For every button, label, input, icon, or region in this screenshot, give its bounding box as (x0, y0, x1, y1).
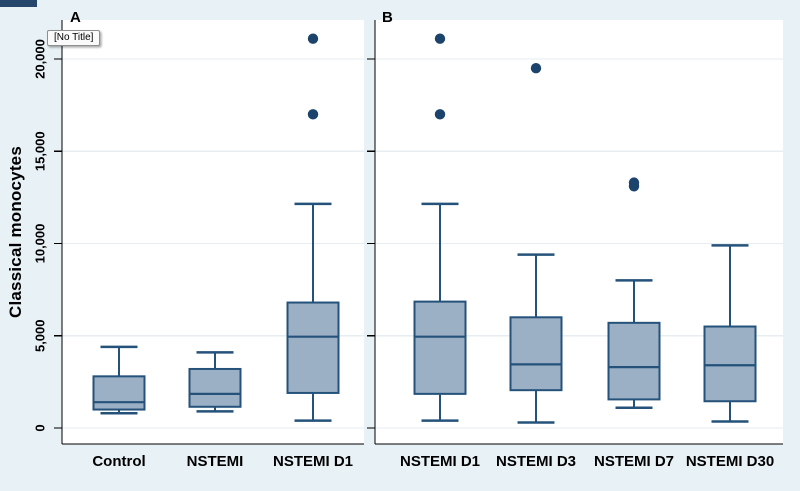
y-tick-label: 10,000 (33, 224, 48, 264)
y-tick-label: 20,000 (33, 39, 48, 79)
box-group-nstemi-d1 (286, 33, 340, 422)
outlier-dot (628, 177, 640, 188)
panel-label-b: B (382, 9, 393, 26)
iqr-box (92, 375, 146, 411)
box-group-nstemi-d30 (703, 244, 757, 423)
outlier-dot (307, 109, 319, 120)
outlier-dot (307, 33, 319, 44)
box-group-nstemi (188, 351, 242, 413)
iqr-box (413, 300, 467, 395)
outlier-dot (434, 109, 446, 120)
x-category-label: NSTEMI (187, 453, 244, 470)
box-group-nstemi-d7 (607, 177, 661, 409)
box-group-nstemi-d3 (509, 63, 563, 424)
outlier-dot (434, 33, 446, 44)
outlier-dot (530, 63, 542, 74)
x-category-label: NSTEMI D1 (273, 453, 353, 470)
box-group-control (92, 345, 146, 415)
panel-label-a: A (70, 9, 81, 26)
x-category-label: NSTEMI D3 (496, 453, 576, 470)
iqr-box (509, 316, 563, 392)
no-title-tooltip: [No Title] (47, 30, 101, 46)
iqr-box (703, 325, 757, 403)
window-corner-bar (0, 0, 37, 7)
x-category-label: NSTEMI D1 (400, 453, 480, 470)
y-axis-title: Classical monocytes (6, 146, 25, 318)
y-tick-label: 0 (33, 424, 48, 431)
iqr-box (188, 367, 242, 408)
iqr-box (286, 301, 340, 394)
x-category-label: NSTEMI D7 (594, 453, 674, 470)
y-tick-label: 5,000 (33, 319, 48, 352)
y-tick-label: 15,000 (33, 131, 48, 171)
box-group-nstemi-d1 (413, 33, 467, 422)
iqr-box (607, 321, 661, 401)
x-category-label: NSTEMI D30 (686, 453, 774, 470)
x-category-label: Control (92, 453, 145, 470)
